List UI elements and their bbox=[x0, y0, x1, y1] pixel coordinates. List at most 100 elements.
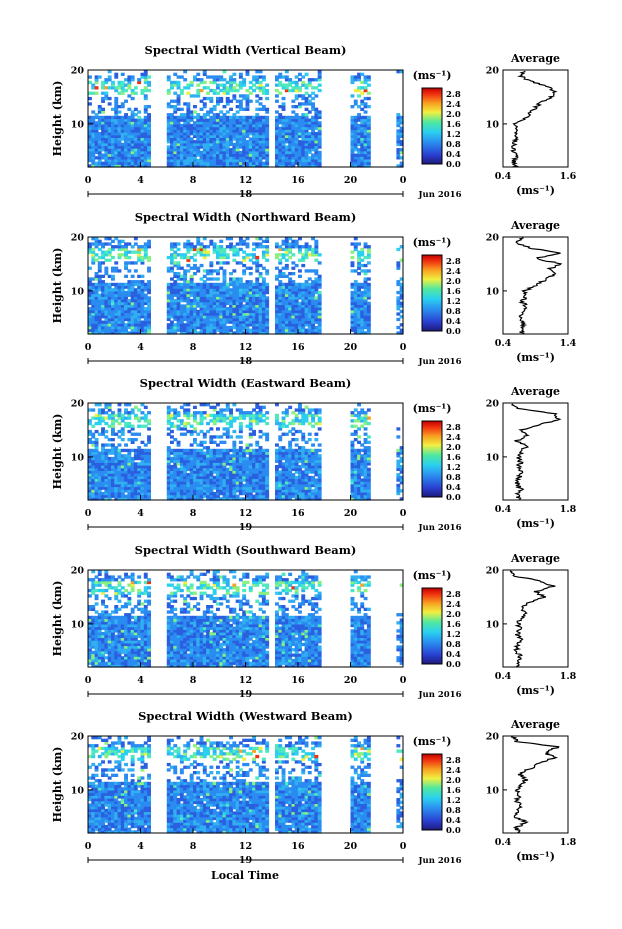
heatmap-cell bbox=[133, 134, 138, 138]
heatmap-cell bbox=[147, 448, 151, 453]
heatmap-cell bbox=[130, 424, 135, 428]
heatmap-cell bbox=[258, 140, 263, 144]
heatmap-cell bbox=[97, 148, 102, 152]
heatmap-cell bbox=[206, 75, 210, 79]
heatmap-cell bbox=[186, 110, 191, 114]
heatmap-cell bbox=[281, 105, 286, 109]
heatmap-cell bbox=[120, 145, 125, 149]
heatmap-cell bbox=[124, 164, 128, 168]
heatmap-cell bbox=[179, 115, 184, 120]
heatmap-cell bbox=[209, 115, 214, 120]
heatmap-cell bbox=[232, 126, 237, 130]
heatmap-cell bbox=[117, 132, 122, 136]
heatmap-cell bbox=[117, 134, 122, 138]
heatmap-cell bbox=[179, 145, 184, 149]
heatmap-cell bbox=[261, 164, 266, 168]
heatmap-cell bbox=[120, 132, 125, 136]
heatmap-cell bbox=[117, 110, 122, 114]
heatmap-cell bbox=[258, 126, 263, 130]
heatmap-cell bbox=[235, 161, 240, 165]
heatmap-cell bbox=[284, 164, 289, 168]
heatmap-cell bbox=[97, 121, 102, 125]
heatmap-cell bbox=[147, 411, 151, 415]
heatmap-cell bbox=[186, 121, 191, 125]
heatmap-cell bbox=[258, 153, 263, 157]
heatmap-cell bbox=[124, 134, 128, 138]
heatmap-cell bbox=[261, 86, 266, 90]
heatmap-cell bbox=[238, 440, 243, 444]
heatmap-cell bbox=[124, 150, 128, 155]
heatmap-cell bbox=[143, 148, 148, 152]
heatmap-cell bbox=[137, 164, 142, 168]
heatmap-cell bbox=[114, 156, 119, 160]
heatmap-cell bbox=[275, 75, 279, 79]
heatmap-cell bbox=[137, 132, 142, 136]
heatmap-cell bbox=[278, 118, 283, 122]
x-tick-label: 12 bbox=[239, 175, 252, 186]
heatmap-cell bbox=[111, 129, 115, 133]
heatmap-cell bbox=[166, 161, 171, 165]
heatmap-cell bbox=[242, 150, 247, 155]
heatmap-cell bbox=[216, 148, 220, 152]
heatmap-cell bbox=[124, 115, 128, 120]
heatmap-cell bbox=[245, 134, 250, 138]
heatmap-cell bbox=[235, 148, 240, 152]
heatmap-cell bbox=[265, 121, 270, 125]
heatmap-cell bbox=[183, 70, 188, 74]
heatmap-cell bbox=[104, 123, 109, 128]
heatmap-cell bbox=[278, 91, 283, 95]
heatmap-cell bbox=[117, 443, 122, 447]
heatmap-cell bbox=[229, 118, 233, 122]
heatmap-cell bbox=[225, 140, 230, 144]
heatmap-cell bbox=[94, 161, 99, 165]
heatmap-cell bbox=[107, 145, 112, 149]
heatmap-cell bbox=[219, 96, 224, 101]
heatmap-cell bbox=[291, 115, 296, 120]
heatmap-cell bbox=[124, 140, 128, 144]
heatmap-cell bbox=[255, 150, 260, 155]
heatmap-cell bbox=[265, 123, 270, 128]
heatmap-cell bbox=[133, 153, 138, 157]
heatmap-cell bbox=[130, 123, 135, 128]
heatmap-cell bbox=[143, 123, 148, 128]
heatmap-cell bbox=[288, 83, 293, 87]
heatmap-cell bbox=[255, 148, 260, 152]
heatmap-cell bbox=[209, 132, 214, 136]
heatmap-cell bbox=[94, 80, 99, 85]
heatmap-cell bbox=[216, 83, 220, 87]
heatmap-cell bbox=[238, 75, 243, 79]
heatmap-cell bbox=[278, 83, 283, 87]
heatmap-cell bbox=[298, 153, 302, 157]
heatmap-cell bbox=[101, 137, 105, 141]
heatmap-cell bbox=[196, 148, 201, 152]
heatmap-cell bbox=[199, 88, 204, 93]
colorbar-tick-label: 2.4 bbox=[446, 100, 461, 110]
heatmap-cell bbox=[127, 80, 132, 85]
heatmap-cell bbox=[130, 153, 135, 157]
heatmap-cell bbox=[114, 129, 119, 133]
heatmap-cell bbox=[143, 94, 148, 98]
heatmap-cell bbox=[242, 107, 247, 111]
heatmap-cell bbox=[104, 96, 109, 101]
heatmap-cell bbox=[206, 110, 210, 114]
heatmap-cell bbox=[127, 107, 132, 111]
heatmap-cell bbox=[176, 83, 181, 87]
heatmap-cell bbox=[130, 161, 135, 165]
heatmap-cell bbox=[107, 123, 112, 128]
heatmap-cell bbox=[120, 86, 125, 90]
heatmap-cell bbox=[248, 156, 253, 160]
heatmap-cell bbox=[94, 126, 99, 130]
heatmap-cell bbox=[147, 115, 151, 120]
heatmap-cell bbox=[252, 83, 256, 87]
heatmap-cell bbox=[245, 150, 250, 155]
heatmap-cell bbox=[94, 438, 99, 442]
heatmap-cell bbox=[284, 150, 289, 155]
heatmap-cell bbox=[91, 126, 96, 130]
heatmap-cell bbox=[265, 96, 270, 101]
heatmap-cell bbox=[278, 129, 283, 133]
heatmap-cell bbox=[363, 110, 368, 114]
heatmap-cell bbox=[143, 129, 148, 133]
heatmap-cell bbox=[281, 150, 286, 155]
heatmap-cell bbox=[147, 105, 151, 109]
heatmap-cell bbox=[193, 126, 197, 130]
